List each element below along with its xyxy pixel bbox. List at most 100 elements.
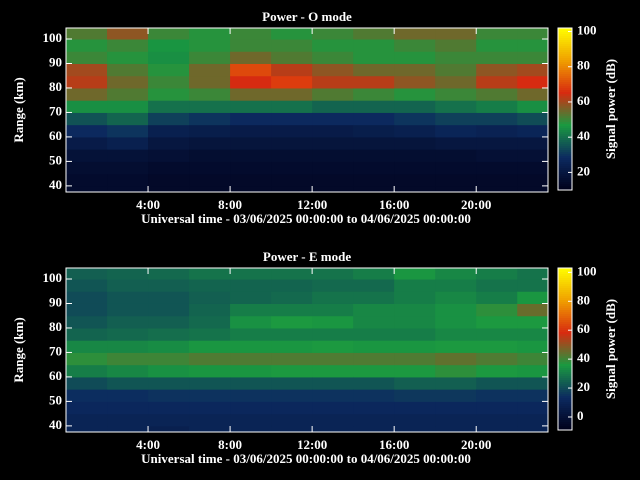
heatmap-cell	[189, 413, 231, 427]
heatmap-cell	[394, 185, 436, 192]
heatmap-cell	[517, 28, 548, 40]
heatmap-cell	[66, 51, 108, 64]
chart-title: Power - E mode	[263, 249, 351, 264]
heatmap-cell	[189, 87, 231, 101]
heatmap-cell	[66, 279, 108, 292]
heatmap-cell	[517, 352, 548, 366]
heatmap-cell	[353, 364, 395, 378]
heatmap-cell	[394, 303, 436, 317]
colorbar-step	[558, 408, 572, 411]
heatmap-cell	[476, 149, 518, 162]
colorbar-step	[558, 362, 572, 365]
heatmap-cell	[517, 389, 548, 402]
colorbar-step	[558, 126, 572, 129]
heatmap-cell	[230, 136, 272, 150]
heatmap-cell	[517, 401, 548, 415]
heatmap-cell	[230, 268, 272, 280]
heatmap-cell	[353, 340, 395, 353]
y-tick-label: 100	[43, 30, 63, 45]
heatmap-cell	[435, 100, 477, 113]
heatmap-cell	[148, 327, 190, 341]
colorbar-step	[558, 326, 572, 329]
heatmap-cell	[189, 389, 231, 402]
colorbar-step	[558, 364, 572, 367]
heatmap-cell	[230, 352, 272, 366]
heatmap-cell	[148, 39, 190, 52]
heatmap-cell	[66, 75, 108, 89]
heatmap-cell	[435, 149, 477, 162]
heatmap-cell	[517, 376, 548, 390]
colorbar-step	[558, 70, 572, 73]
colorbar-step	[558, 86, 572, 89]
heatmap-cell	[353, 425, 395, 432]
chart-title: Power - O mode	[262, 9, 352, 24]
y-tick-label: 90	[49, 54, 62, 69]
colorbar-step	[558, 40, 572, 43]
heatmap-cell	[66, 149, 108, 162]
colorbar-step	[558, 152, 572, 155]
heatmap-cell	[230, 389, 272, 402]
heatmap-cell	[66, 340, 108, 353]
heatmap-cell	[271, 340, 313, 353]
heatmap-cell	[66, 352, 108, 366]
x-tick-label: 12:00	[297, 197, 327, 212]
heatmap-cell	[435, 51, 477, 64]
x-axis-label: Universal time - 03/06/2025 00:00:00 to …	[141, 451, 471, 466]
heatmap-cell	[394, 100, 436, 113]
heatmap-cell	[353, 268, 395, 280]
heatmap-cell	[394, 161, 436, 175]
heatmap-cell	[476, 124, 518, 138]
heatmap-cell	[66, 124, 108, 138]
heatmap-cell	[148, 376, 190, 390]
heatmap-cell	[476, 173, 518, 187]
heatmap-cell	[394, 291, 436, 304]
colorbar-step	[558, 184, 572, 187]
colorbar-step	[558, 44, 572, 47]
heatmap-cell	[394, 425, 436, 432]
heatmap-cell	[189, 51, 231, 64]
heatmap-cell	[148, 303, 190, 317]
heatmap-cell	[66, 315, 108, 329]
heatmap-cell	[394, 364, 436, 378]
colorbar-step	[558, 52, 572, 55]
heatmap-cell	[66, 376, 108, 390]
colorbar-step	[558, 122, 572, 125]
colorbar-step	[558, 398, 572, 401]
heatmap-cell	[148, 173, 190, 187]
heatmap-cell	[435, 364, 477, 378]
heatmap-cell	[476, 376, 518, 390]
heatmap-cell	[435, 389, 477, 402]
colorbar-step	[558, 138, 572, 141]
heatmap-cell	[148, 112, 190, 126]
x-tick-label: 20:00	[461, 437, 491, 452]
colorbar-step	[558, 350, 572, 353]
colorbar-step	[558, 288, 572, 291]
colorbar-step	[558, 276, 572, 279]
colorbar-step	[558, 416, 572, 419]
heatmap-cell	[148, 413, 190, 427]
colorbar-step	[558, 330, 572, 333]
colorbar-step	[558, 92, 572, 95]
heatmap-cell	[476, 291, 518, 304]
heatmap-cell	[148, 268, 190, 280]
heatmap-cell	[230, 279, 272, 292]
colorbar-step	[558, 176, 572, 179]
heatmap-cell	[435, 340, 477, 353]
colorbar-step	[558, 380, 572, 383]
colorbar-tick-label: 60	[577, 93, 590, 108]
heatmap-cell	[435, 425, 477, 432]
colorbar-step	[558, 402, 572, 405]
heatmap-cell	[107, 413, 149, 427]
heatmap-cell	[435, 39, 477, 52]
colorbar-step	[558, 328, 572, 331]
heatmap-cell	[107, 340, 149, 353]
heatmap-cell	[148, 63, 190, 77]
heatmap-cell	[394, 28, 436, 40]
colorbar-step	[558, 410, 572, 413]
heatmap-cell	[148, 291, 190, 304]
heatmap-cell	[148, 51, 190, 64]
heatmap-cell	[353, 315, 395, 329]
heatmap-cell	[189, 28, 231, 40]
colorbar-step	[558, 76, 572, 79]
heatmap-cell	[107, 279, 149, 292]
